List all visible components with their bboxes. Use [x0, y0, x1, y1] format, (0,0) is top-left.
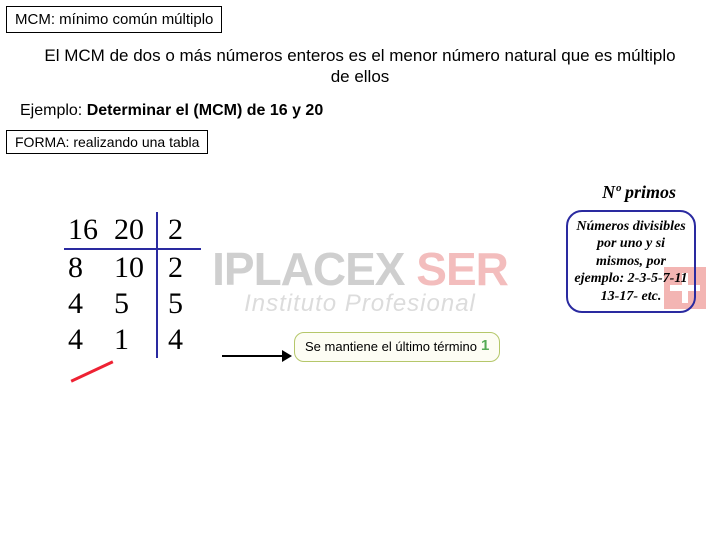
- table-row: 4 1 4: [64, 322, 201, 358]
- work-area: IPLACEX SER Instituto Profesional 16 20 …: [4, 172, 716, 482]
- cell: 2: [157, 249, 201, 286]
- cell: 8: [64, 249, 110, 286]
- factor-table: 16 20 2 8 10 2 4 5 5 4 1 4: [64, 212, 201, 358]
- title-box: MCM: mínimo común múltiplo: [6, 6, 222, 33]
- cell: 16: [64, 212, 110, 249]
- callout-badge: 1: [481, 337, 489, 356]
- cell: 5: [157, 286, 201, 322]
- cell: 4: [64, 322, 110, 358]
- table-row: 4 5 5: [64, 286, 201, 322]
- cell: 20: [110, 212, 157, 249]
- arrow-icon: [222, 348, 292, 364]
- primes-box: Números divisibles por uno y si mismos, …: [566, 210, 696, 314]
- cell: 4: [64, 286, 110, 322]
- table-row: 8 10 2: [64, 249, 201, 286]
- example-text: Determinar el (MCM) de 16 y 20: [87, 102, 324, 119]
- example-prefix: Ejemplo:: [20, 102, 87, 119]
- watermark-text-a: IPLACEX: [212, 243, 416, 295]
- cell: 5: [110, 286, 157, 322]
- example-line: Ejemplo: Determinar el (MCM) de 16 y 20: [20, 102, 716, 120]
- slide: MCM: mínimo común múltiplo El MCM de dos…: [0, 0, 720, 540]
- method-box: FORMA: realizando una tabla: [6, 130, 208, 154]
- definition-text: El MCM de dos o más números enteros es e…: [44, 45, 676, 88]
- watermark-text-b: SER: [416, 243, 508, 295]
- cell: 1: [110, 322, 157, 358]
- primes-heading: Nº primos: [602, 182, 676, 203]
- cell: 10: [110, 249, 157, 286]
- callout-text: Se mantiene el último término: [305, 339, 477, 354]
- strike-line-icon: [69, 360, 115, 384]
- cell: 2: [157, 212, 201, 249]
- table-row: 16 20 2: [64, 212, 201, 249]
- callout-box: 1 Se mantiene el último término: [294, 332, 500, 363]
- cell: 4: [157, 322, 201, 358]
